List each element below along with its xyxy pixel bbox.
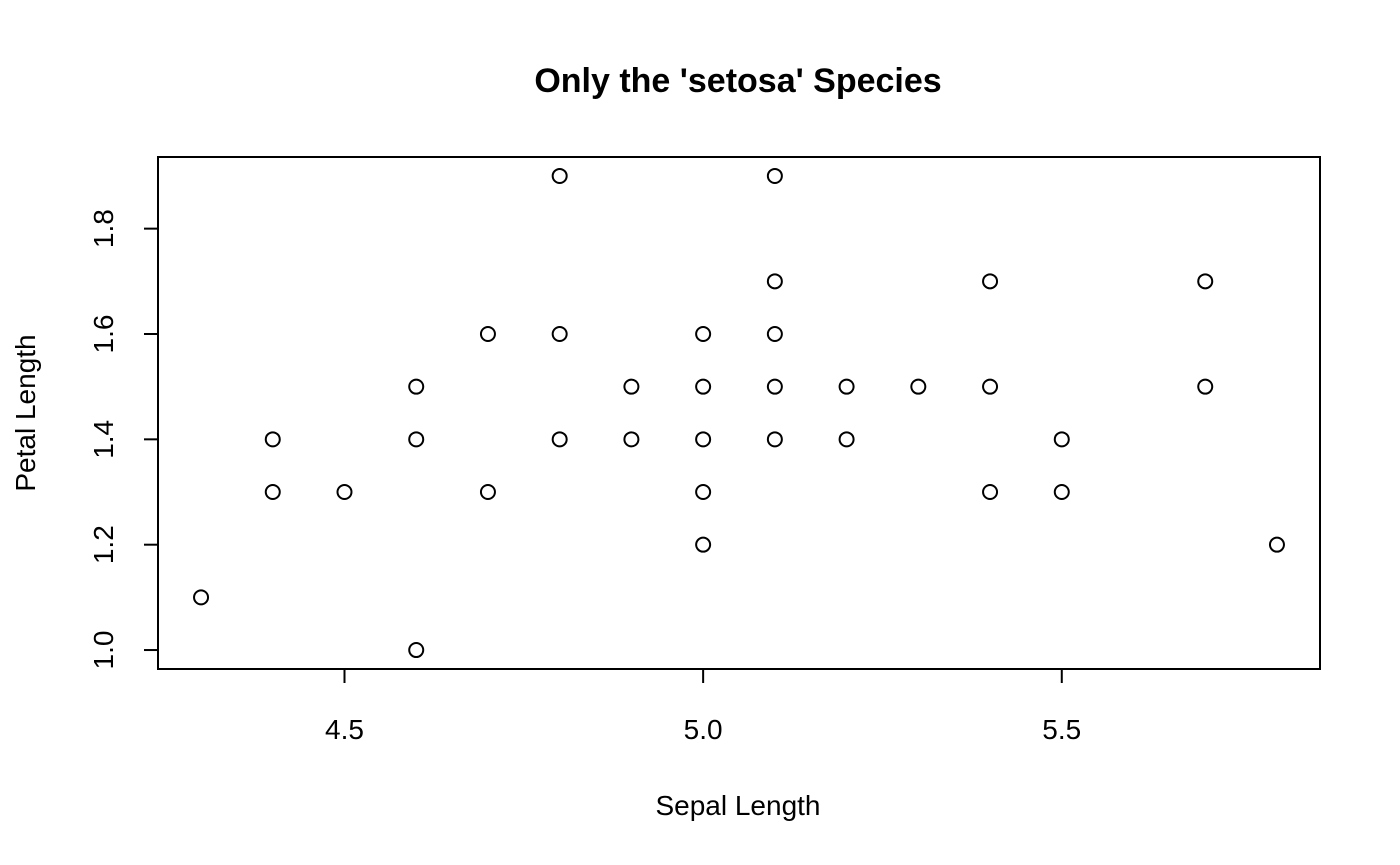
data-point [336, 484, 353, 501]
data-point [766, 325, 783, 342]
data-point [623, 378, 640, 395]
plot-frame [157, 156, 1321, 670]
data-point [1053, 431, 1070, 448]
data-point [623, 431, 640, 448]
x-tick-label: 5.0 [684, 714, 723, 745]
x-axis: 4.5 5.0 5.5 [325, 668, 1081, 745]
data-point [551, 325, 568, 342]
data-point [408, 378, 425, 395]
data-point [766, 167, 783, 184]
x-axis-label: Sepal Length [655, 790, 820, 821]
data-point [766, 431, 783, 448]
data-point [766, 273, 783, 290]
data-point [1268, 536, 1285, 553]
y-tick-label: 1.6 [88, 315, 119, 354]
y-axis: 1.0 1.2 1.4 1.6 1.8 [88, 209, 159, 670]
data-point [551, 431, 568, 448]
y-tick-label: 1.8 [88, 209, 119, 248]
data-point [408, 642, 425, 659]
y-tick-label: 1.0 [88, 631, 119, 670]
data-point [910, 378, 927, 395]
data-point [193, 589, 210, 606]
data-point [264, 484, 281, 501]
data-points [193, 167, 1285, 659]
data-point [479, 484, 496, 501]
data-point [982, 273, 999, 290]
data-point [408, 431, 425, 448]
data-point [695, 431, 712, 448]
x-tick-label: 5.5 [1042, 714, 1081, 745]
data-point [766, 378, 783, 395]
y-tick-label: 1.4 [88, 420, 119, 459]
data-point [264, 431, 281, 448]
data-point [982, 484, 999, 501]
y-tick-label: 1.2 [88, 525, 119, 564]
data-point [1197, 273, 1214, 290]
data-point [982, 378, 999, 395]
chart-title: Only the 'setosa' Species [534, 62, 941, 100]
data-point [1053, 484, 1070, 501]
data-point [695, 325, 712, 342]
data-point [695, 536, 712, 553]
data-point [479, 325, 496, 342]
x-tick-label: 4.5 [325, 714, 364, 745]
y-axis-label: Petal Length [10, 334, 41, 491]
data-point [695, 378, 712, 395]
data-point [838, 431, 855, 448]
data-point [1197, 378, 1214, 395]
data-point [551, 167, 568, 184]
data-point [695, 484, 712, 501]
data-point [838, 378, 855, 395]
